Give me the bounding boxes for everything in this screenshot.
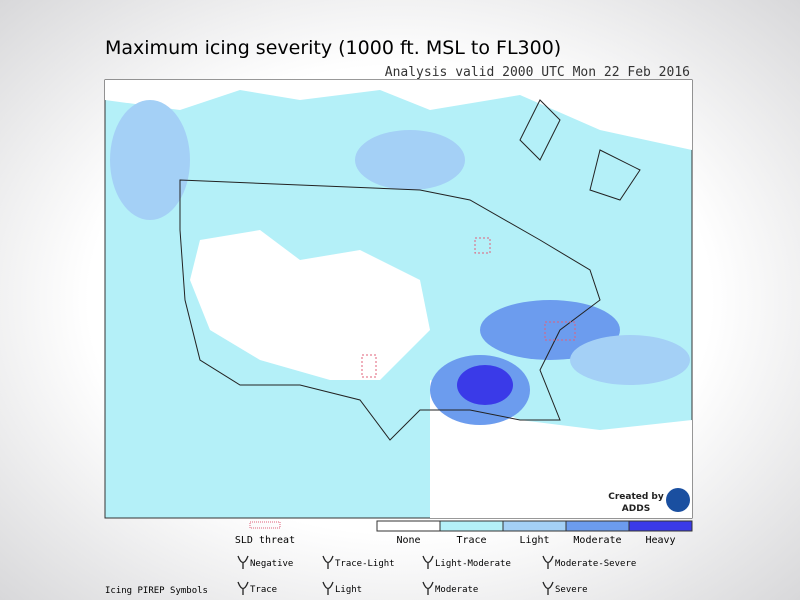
legend-swatch xyxy=(628,520,693,532)
pirep-title: Icing PIREP Symbols xyxy=(105,586,208,596)
pirep-label: Trace-Light xyxy=(335,559,395,569)
credit: Created by xyxy=(608,492,664,502)
icing-area xyxy=(570,335,690,385)
legend-swatch xyxy=(502,520,567,532)
us-outline xyxy=(179,179,601,441)
subtitle: Analysis valid 2000 UTC Mon 22 Feb 2016 xyxy=(385,65,690,80)
sld-swatch xyxy=(249,521,281,529)
legend-label: Trace xyxy=(456,535,486,546)
pirep-label: Moderate-Severe xyxy=(555,559,636,569)
legend-label: Light xyxy=(519,535,549,546)
sld-area xyxy=(474,237,491,254)
legend-label: None xyxy=(396,535,420,546)
pirep-symbol xyxy=(542,555,554,569)
pirep-symbol xyxy=(322,581,334,595)
pirep-label: Trace xyxy=(250,585,277,595)
pirep-symbol xyxy=(542,581,554,595)
icing-area xyxy=(355,130,465,190)
clear-area xyxy=(105,80,692,150)
legend-swatch xyxy=(376,520,441,532)
title: Maximum icing severity (1000 ft. MSL to … xyxy=(105,37,561,59)
coastline xyxy=(519,99,641,201)
pirep-symbol xyxy=(422,581,434,595)
legend-swatch xyxy=(439,520,504,532)
legend-label: Moderate xyxy=(573,535,621,546)
pirep-symbol xyxy=(237,581,249,595)
noaa-logo xyxy=(666,488,690,512)
map: Created by ADDS xyxy=(104,79,693,519)
icing-area xyxy=(110,100,190,220)
icing-area xyxy=(457,365,513,405)
sld-area xyxy=(361,354,377,378)
legend-swatch xyxy=(565,520,630,532)
pirep-symbol xyxy=(237,555,249,569)
sld-label: SLD threat xyxy=(235,535,295,546)
clear-area xyxy=(190,230,430,380)
pirep-label: Severe xyxy=(555,585,588,595)
pirep-label: Negative xyxy=(250,559,293,569)
pirep-symbol xyxy=(322,555,334,569)
pirep-label: Light xyxy=(335,585,362,595)
credit: ADDS xyxy=(622,504,650,514)
pirep-label: Light-Moderate xyxy=(435,559,511,569)
pirep-label: Moderate xyxy=(435,585,478,595)
pirep-symbol xyxy=(422,555,434,569)
legend-label: Heavy xyxy=(645,535,675,546)
